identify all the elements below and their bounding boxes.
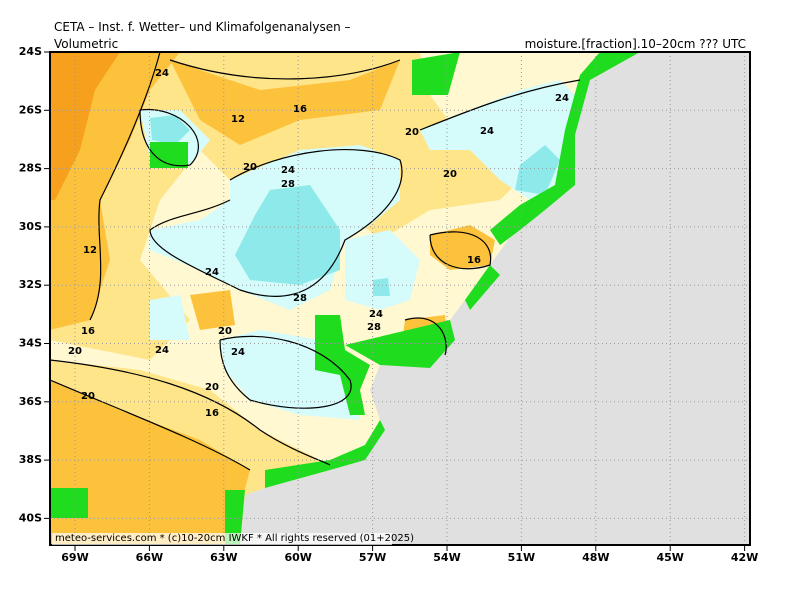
coast-cells bbox=[50, 52, 640, 545]
lon-label: 57W bbox=[359, 551, 386, 564]
contour-label: 24 bbox=[155, 345, 169, 356]
moisture-zone bbox=[170, 60, 400, 145]
contour-label: 20 bbox=[205, 382, 219, 393]
footer-text: meteo-services.com * (c)10-20cm IWKF * A… bbox=[55, 533, 414, 544]
contour-label: 24 bbox=[480, 126, 494, 137]
lon-label: 54W bbox=[433, 551, 460, 564]
lon-label: 66W bbox=[136, 551, 163, 564]
contour-label: 16 bbox=[205, 408, 219, 419]
lat-label: 40S bbox=[19, 511, 42, 524]
contours bbox=[50, 52, 581, 471]
contour-label: 24 bbox=[205, 267, 219, 278]
contour-label: 24 bbox=[369, 309, 383, 320]
contour-label: 16 bbox=[467, 255, 481, 266]
contour-label: 12 bbox=[83, 245, 97, 256]
lat-label: 32S bbox=[19, 278, 42, 291]
contour-label: 20 bbox=[68, 346, 82, 357]
contour-label: 20 bbox=[218, 326, 232, 337]
lat-label: 28S bbox=[19, 162, 42, 175]
contour-label: 28 bbox=[293, 293, 307, 304]
header-right: moisture.[fraction].10–20cm ??? UTC bbox=[525, 37, 746, 51]
contour-label: 20 bbox=[443, 169, 457, 180]
moisture-zone bbox=[515, 145, 560, 195]
contour-label: 28 bbox=[281, 179, 295, 190]
lat-label: 24S bbox=[19, 45, 42, 58]
moisture-zone bbox=[50, 52, 120, 200]
lat-label: 36S bbox=[19, 395, 42, 408]
contour-label: 28 bbox=[367, 322, 381, 333]
ocean bbox=[240, 52, 750, 545]
header-left: Volumetric bbox=[54, 37, 118, 51]
lon-label: 48W bbox=[582, 551, 609, 564]
moisture-zone bbox=[150, 295, 190, 340]
lat-label: 38S bbox=[19, 453, 42, 466]
moisture-zone bbox=[345, 230, 420, 310]
moisture-zone bbox=[235, 185, 340, 285]
lon-label: 45W bbox=[656, 551, 683, 564]
contour-label: 24 bbox=[555, 93, 569, 104]
map-area: 24 12 16 20 24 24 20 24 28 20 12 16 24 28 24 28 16 20 24 24… bbox=[50, 52, 750, 545]
lon-label: 63W bbox=[210, 551, 237, 564]
lon-label: 51W bbox=[508, 551, 535, 564]
lat-label: 30S bbox=[19, 220, 42, 233]
contour-label: 12 bbox=[231, 114, 245, 125]
moisture-zone bbox=[430, 225, 495, 270]
footer-bg bbox=[52, 533, 392, 545]
contour-label: 24 bbox=[155, 68, 169, 79]
contour-label: 24 bbox=[281, 165, 295, 176]
lat-label: 26S bbox=[19, 103, 42, 116]
contour-label: 16 bbox=[293, 104, 307, 115]
contour-label: 16 bbox=[81, 326, 95, 337]
map-frame bbox=[49, 51, 751, 546]
lat-label: 34S bbox=[19, 337, 42, 350]
lon-label: 69W bbox=[61, 551, 88, 564]
lon-label: 42W bbox=[731, 551, 758, 564]
contour-label: 24 bbox=[231, 347, 245, 358]
contour-label: 20 bbox=[81, 391, 95, 402]
moisture-zone bbox=[373, 278, 390, 296]
contour-label: 20 bbox=[243, 162, 257, 173]
moisture-zone bbox=[150, 115, 190, 145]
lon-label: 60W bbox=[284, 551, 311, 564]
contour-label: 20 bbox=[405, 127, 419, 138]
header-title: CETA – Inst. f. Wetter– und Klimafolgena… bbox=[54, 20, 351, 34]
moisture-zone bbox=[50, 380, 250, 545]
